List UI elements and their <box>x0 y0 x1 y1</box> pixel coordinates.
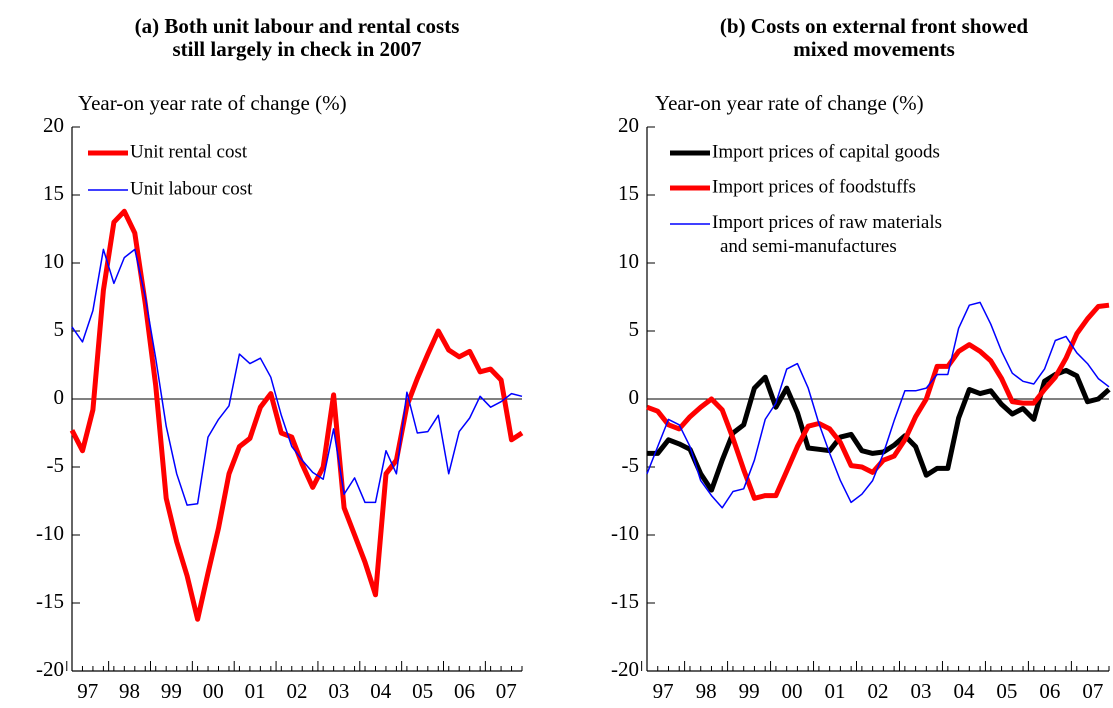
x-tick-label: 02 <box>287 679 308 703</box>
y-tick-label: 5 <box>54 317 65 341</box>
series-line <box>69 208 524 622</box>
y-tick-label: 15 <box>43 181 64 205</box>
y-tick-label: 0 <box>629 385 640 409</box>
y-tick-label: -15 <box>611 589 639 613</box>
y-tick-label: 5 <box>629 317 640 341</box>
x-tick-label: 05 <box>996 679 1017 703</box>
y-tick-label: -5 <box>47 453 65 477</box>
x-tick-label: 07 <box>1082 679 1103 703</box>
chart-title: (b) Costs on external front showed mixed … <box>720 14 1029 61</box>
legend-label: Unit labour cost <box>130 178 253 199</box>
y-tick-label: 0 <box>54 385 65 409</box>
x-tick-label: 00 <box>782 679 803 703</box>
x-tick-label: 03 <box>328 679 349 703</box>
y-tick-label: -10 <box>611 521 639 545</box>
y-tick-label: 20 <box>43 113 64 137</box>
series-line <box>646 301 1110 509</box>
x-tick-label: 98 <box>696 679 717 703</box>
x-tick-label: 02 <box>868 679 889 703</box>
legend-label: Unit rental cost <box>130 141 248 162</box>
x-tick-label: 06 <box>1039 679 1060 703</box>
x-tick-label: 07 <box>496 679 517 703</box>
x-tick-label: 04 <box>953 679 975 703</box>
x-tick-label: 97 <box>77 679 98 703</box>
legend-label: Import prices of capital goods <box>712 141 940 162</box>
y-tick-label: -15 <box>36 589 64 613</box>
y-tick-label: 15 <box>618 181 639 205</box>
y-axis-label: Year-on year rate of change (%) <box>655 91 924 115</box>
series-line <box>71 248 523 506</box>
y-tick-label: 10 <box>43 249 64 273</box>
x-tick-label: 04 <box>370 679 392 703</box>
x-tick-label: 00 <box>203 679 224 703</box>
y-tick-label: 20 <box>618 113 639 137</box>
series-line <box>647 367 1111 493</box>
y-tick-label: 10 <box>618 249 639 273</box>
chart-title: (a) Both unit labour and rental costs sti… <box>135 14 460 61</box>
y-tick-label: -20 <box>36 657 64 681</box>
x-tick-label: 01 <box>245 679 266 703</box>
x-tick-label: 98 <box>119 679 140 703</box>
y-tick-label: -5 <box>622 453 640 477</box>
y-axis-label: Year-on year rate of change (%) <box>78 91 347 115</box>
x-tick-label: 05 <box>412 679 433 703</box>
x-tick-label: 06 <box>454 679 475 703</box>
legend-label: Import prices of foodstuffs <box>712 176 916 197</box>
legend-label: Import prices of raw materials and semi-m… <box>712 212 942 257</box>
x-tick-label: 01 <box>825 679 846 703</box>
x-tick-label: 03 <box>910 679 931 703</box>
x-tick-label: 97 <box>653 679 674 703</box>
x-tick-label: 99 <box>739 679 760 703</box>
y-tick-label: -20 <box>611 657 639 681</box>
y-tick-label: -10 <box>36 521 64 545</box>
x-tick-label: 99 <box>161 679 182 703</box>
